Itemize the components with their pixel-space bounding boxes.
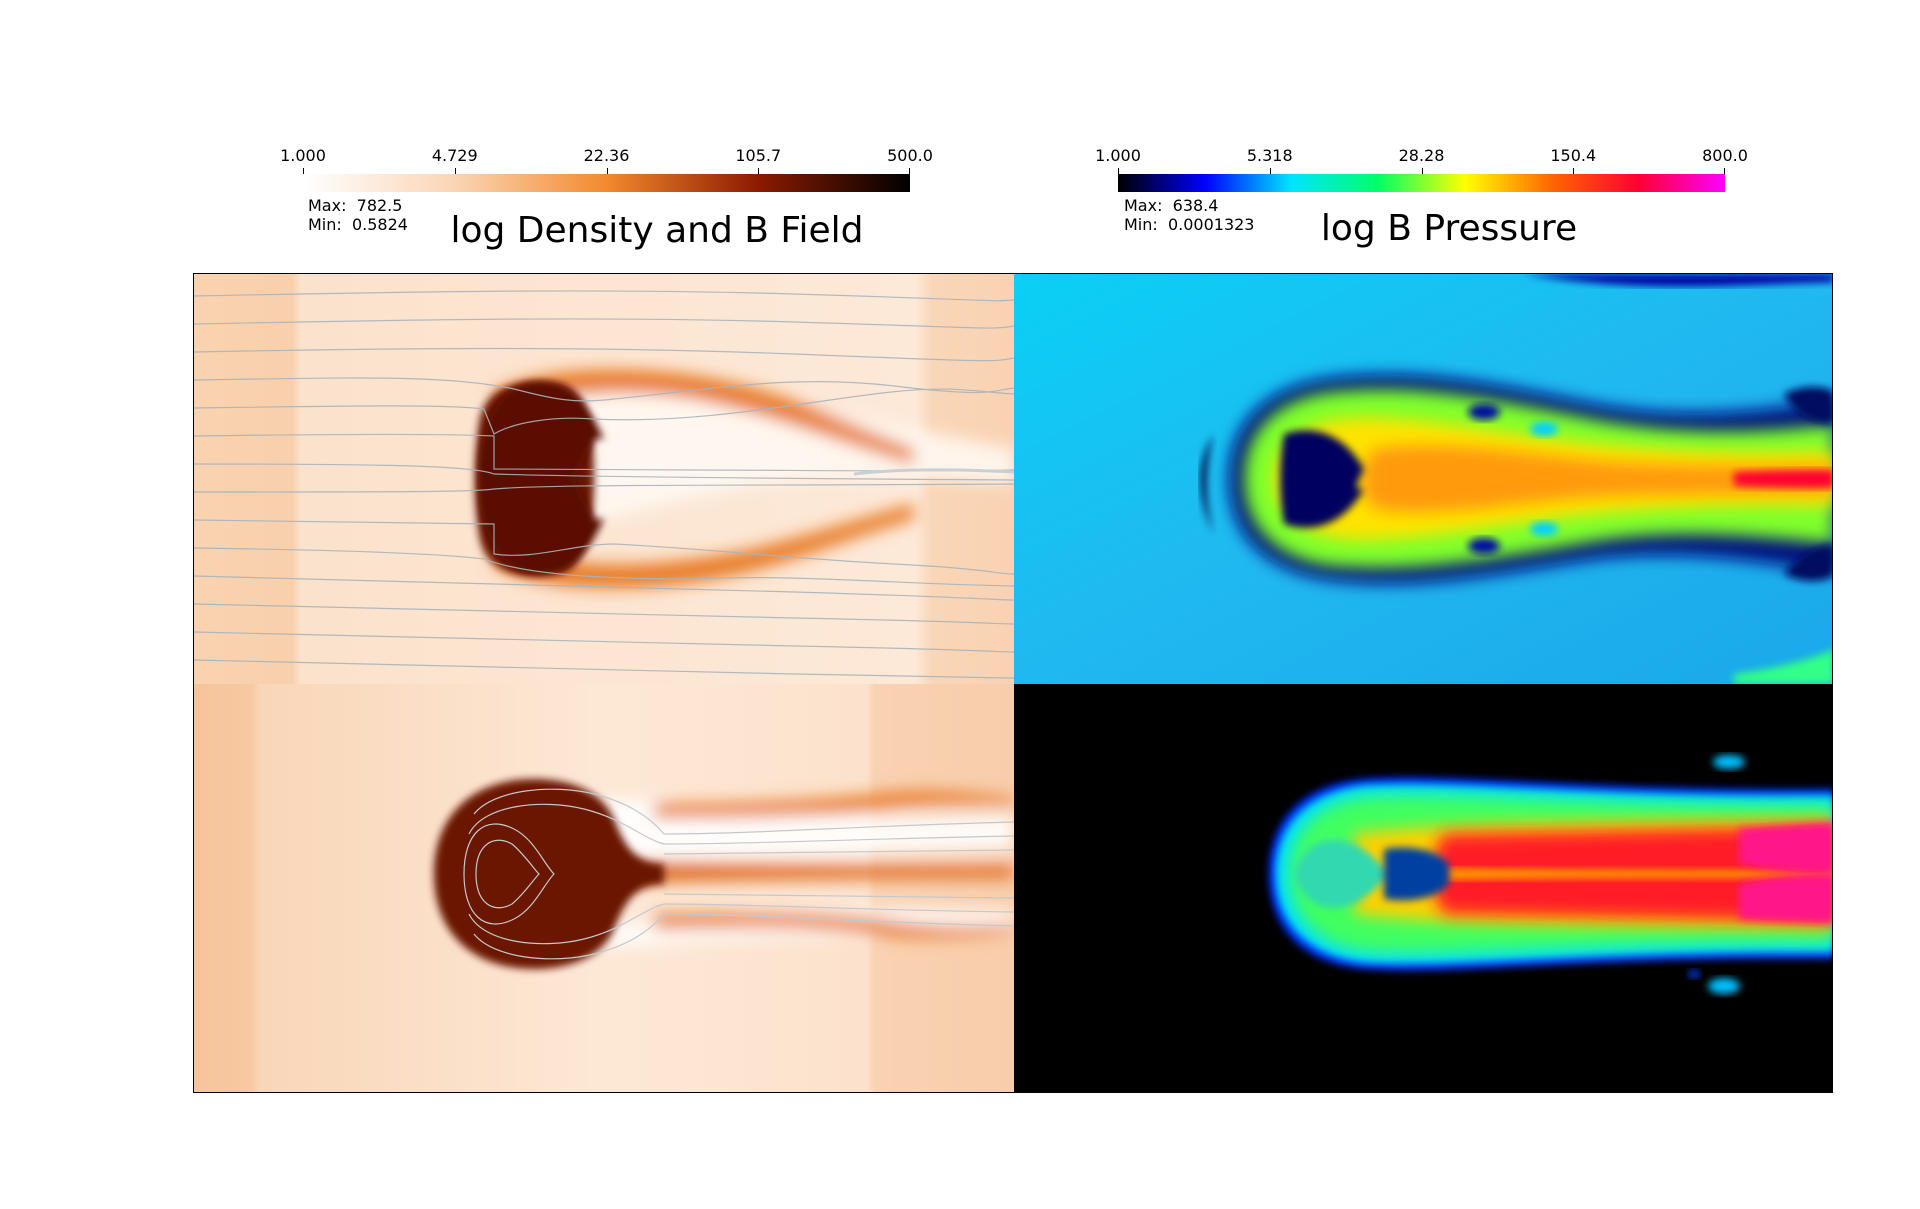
simulation-panels [194, 274, 1832, 1092]
simulation-plot [193, 273, 1833, 1093]
pressure-max-label: Max: [1124, 196, 1163, 215]
pressure-panel-bottom [1014, 684, 1832, 1092]
pressure-min-label: Min: [1124, 215, 1158, 234]
pressure-tick-label: 5.318 [1246, 146, 1293, 165]
pressure-colorbar-ticks: 1.000 5.318 28.28 150.4 800.0 [1095, 146, 1748, 168]
pressure-tick-marks [1118, 168, 1725, 174]
pressure-colorbar: 1.000 5.318 28.28 150.4 800.0 [1095, 146, 1748, 192]
density-min-label: Min: [308, 215, 342, 234]
density-panel-bottom [194, 684, 1014, 1092]
pressure-tick-label: 150.4 [1550, 146, 1597, 165]
density-tick-label: 22.36 [583, 146, 630, 165]
density-tick-label: 500.0 [887, 146, 933, 165]
pressure-max-value: 638.4 [1172, 196, 1219, 215]
pressure-minmax: Max: 638.4 Min: 0.0001323 [1124, 196, 1254, 234]
pressure-panel-top [1014, 274, 1832, 684]
density-title: log Density and B Field [450, 210, 864, 251]
density-tick-label: 105.7 [735, 146, 782, 165]
density-max-value: 782.5 [356, 196, 403, 215]
density-tick-label: 4.729 [431, 146, 478, 165]
pressure-tick-label: 1.000 [1095, 146, 1141, 165]
pressure-tick-label: 800.0 [1702, 146, 1748, 165]
density-min-value: 0.5824 [351, 215, 408, 234]
density-max-label: Max: [308, 196, 347, 215]
density-tick-label: 1.000 [280, 146, 326, 165]
density-tick-marks [303, 168, 910, 174]
density-panel-top [194, 274, 1014, 684]
pressure-colorbar-gradient [1118, 174, 1725, 192]
density-colorbar-ticks: 1.000 4.729 22.36 105.7 500.0 [280, 146, 933, 168]
density-colorbar-gradient [303, 174, 910, 192]
pressure-tick-label: 28.28 [1398, 146, 1445, 165]
density-minmax: Max: 782.5 Min: 0.5824 [308, 196, 408, 234]
pressure-min-value: 0.0001323 [1167, 215, 1255, 234]
pressure-title: log B Pressure [1320, 208, 1578, 249]
density-colorbar: 1.000 4.729 22.36 105.7 500.0 [280, 146, 933, 192]
